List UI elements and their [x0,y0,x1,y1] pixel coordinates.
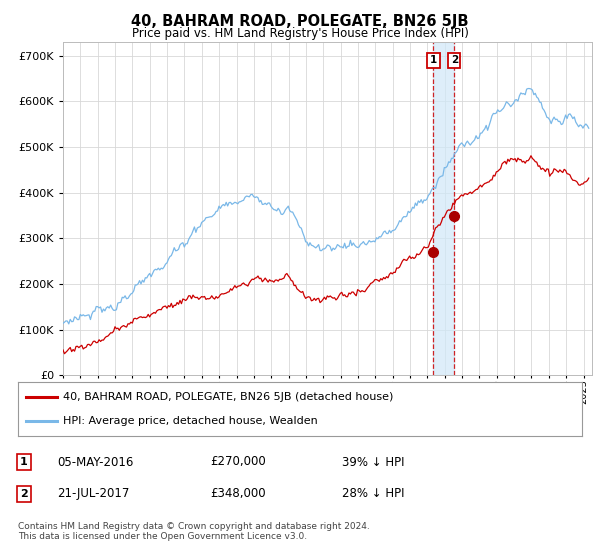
Text: 40, BAHRAM ROAD, POLEGATE, BN26 5JB: 40, BAHRAM ROAD, POLEGATE, BN26 5JB [131,14,469,29]
Text: 28% ↓ HPI: 28% ↓ HPI [342,487,404,501]
Text: £270,000: £270,000 [210,455,266,469]
Text: Price paid vs. HM Land Registry's House Price Index (HPI): Price paid vs. HM Land Registry's House … [131,27,469,40]
Text: 1: 1 [430,55,437,66]
Text: HPI: Average price, detached house, Wealden: HPI: Average price, detached house, Weal… [63,416,318,426]
Text: Contains HM Land Registry data © Crown copyright and database right 2024.
This d: Contains HM Land Registry data © Crown c… [18,522,370,542]
Text: 05-MAY-2016: 05-MAY-2016 [57,455,133,469]
Text: 2: 2 [20,489,28,499]
Text: 40, BAHRAM ROAD, POLEGATE, BN26 5JB (detached house): 40, BAHRAM ROAD, POLEGATE, BN26 5JB (det… [63,392,394,402]
Bar [433,42,454,375]
Text: 1: 1 [20,457,28,467]
Text: 21-JUL-2017: 21-JUL-2017 [57,487,130,501]
Text: £348,000: £348,000 [210,487,266,501]
Text: 2: 2 [451,55,458,66]
Text: 39% ↓ HPI: 39% ↓ HPI [342,455,404,469]
